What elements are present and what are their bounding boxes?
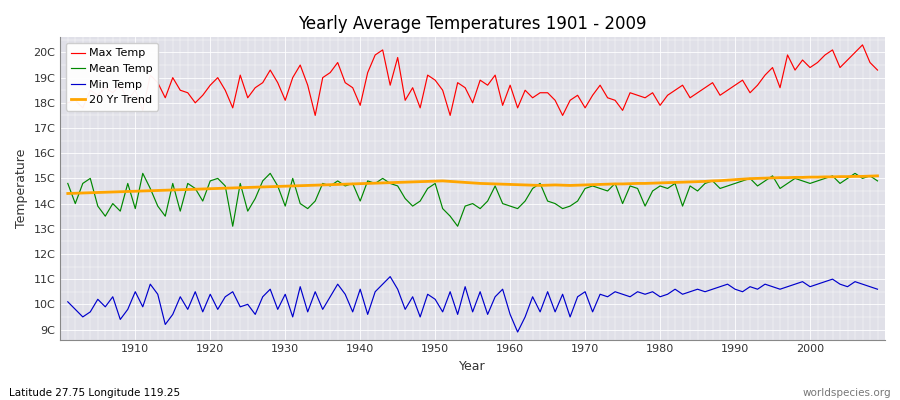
Min Temp [872, 287, 883, 292]
Min Temp [332, 282, 343, 286]
20 Yr Trend [872, 174, 883, 178]
Mean Temp [872, 178, 883, 183]
Mean Temp [519, 199, 530, 204]
Legend: Max Temp, Mean Temp, Min Temp, 20 Yr Trend: Max Temp, Mean Temp, Min Temp, 20 Yr Tre… [66, 43, 158, 111]
20 Yr Trend [287, 184, 298, 188]
Text: worldspecies.org: worldspecies.org [803, 388, 891, 398]
Max Temp [122, 98, 133, 103]
Mean Temp [62, 181, 73, 186]
Text: Latitude 27.75 Longitude 119.25: Latitude 27.75 Longitude 119.25 [9, 388, 180, 398]
Line: Mean Temp: Mean Temp [68, 173, 878, 226]
Min Temp [385, 274, 396, 279]
Mean Temp [347, 181, 358, 186]
Max Temp [872, 68, 883, 72]
Mean Temp [122, 181, 133, 186]
Min Temp [519, 314, 530, 319]
Max Temp [512, 106, 523, 110]
20 Yr Trend [62, 191, 73, 196]
Max Temp [602, 95, 613, 100]
Mean Temp [138, 171, 148, 176]
Line: Max Temp: Max Temp [68, 45, 878, 116]
Min Temp [62, 300, 73, 304]
20 Yr Trend [505, 182, 516, 187]
20 Yr Trend [497, 182, 508, 186]
Min Temp [287, 314, 298, 319]
20 Yr Trend [595, 182, 606, 187]
Min Temp [122, 307, 133, 312]
Mean Temp [302, 206, 313, 211]
Max Temp [287, 75, 298, 80]
Max Temp [310, 113, 320, 118]
Max Temp [857, 42, 868, 47]
Mean Temp [228, 224, 238, 229]
X-axis label: Year: Year [459, 360, 486, 373]
Line: 20 Yr Trend: 20 Yr Trend [68, 176, 878, 194]
Mean Temp [512, 206, 523, 211]
Min Temp [512, 330, 523, 334]
20 Yr Trend [332, 182, 343, 187]
Y-axis label: Temperature: Temperature [15, 149, 28, 228]
20 Yr Trend [122, 189, 133, 194]
Min Temp [609, 289, 620, 294]
Max Temp [505, 83, 516, 88]
Line: Min Temp: Min Temp [68, 277, 878, 332]
Title: Yearly Average Temperatures 1901 - 2009: Yearly Average Temperatures 1901 - 2009 [299, 15, 647, 33]
Max Temp [62, 100, 73, 105]
Min Temp [505, 312, 516, 317]
Mean Temp [609, 181, 620, 186]
Max Temp [340, 80, 351, 85]
